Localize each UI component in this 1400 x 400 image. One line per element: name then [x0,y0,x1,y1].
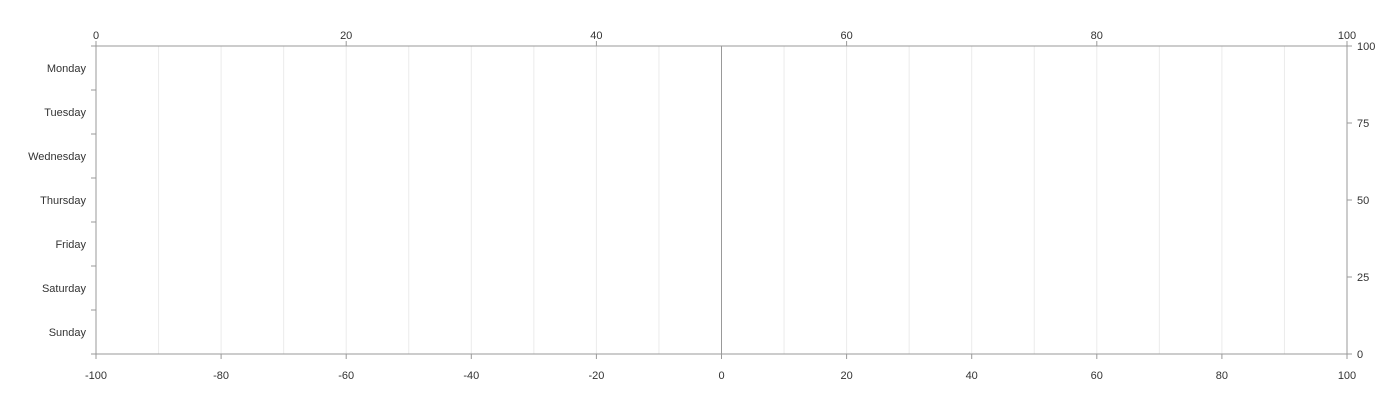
top-tick-label: 100 [1338,30,1356,42]
right-tick-label: 75 [1357,118,1369,130]
bottom-tick-label: -20 [588,370,604,382]
bottom-tick-label: 20 [840,370,852,382]
top-tick-label: 0 [93,30,99,42]
category-label: Wednesday [28,151,86,163]
right-tick-label: 50 [1357,195,1369,207]
category-label: Thursday [40,195,86,207]
axis-layer [91,41,1352,359]
bottom-tick-label: 40 [966,370,978,382]
category-label: Saturday [42,283,87,295]
right-tick-label: 25 [1357,272,1369,284]
bottom-tick-label: -60 [338,370,354,382]
top-tick-label: 20 [340,30,352,42]
right-tick-label: 0 [1357,349,1363,361]
category-label: Friday [55,239,86,251]
bottom-tick-label: 60 [1091,370,1103,382]
category-label: Tuesday [44,107,86,119]
bottom-tick-label: -40 [463,370,479,382]
bottom-tick-label: 80 [1216,370,1228,382]
grid-layer [158,46,1285,354]
category-label: Sunday [49,327,87,339]
bottom-tick-label: -80 [213,370,229,382]
right-tick-label: 100 [1357,41,1375,53]
bottom-tick-label: 100 [1338,370,1356,382]
bottom-tick-label: 0 [718,370,724,382]
category-label: Monday [47,63,87,75]
top-tick-label: 40 [590,30,602,42]
bottom-tick-label: -100 [85,370,107,382]
top-tick-label: 60 [840,30,852,42]
top-tick-label: 80 [1091,30,1103,42]
